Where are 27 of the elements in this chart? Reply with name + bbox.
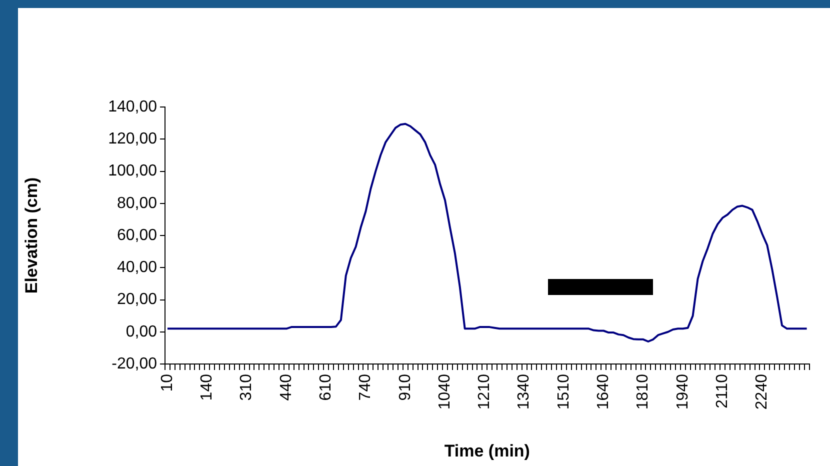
y-tick-label: 20,00 — [116, 291, 158, 308]
y-tick-label: 80,00 — [116, 194, 158, 212]
x-tick-label: 2240 — [754, 374, 771, 410]
x-tick-label: 1810 — [634, 374, 652, 410]
x-tick-label: 10 — [158, 374, 176, 392]
y-tick-label: -20,00 — [112, 355, 158, 372]
x-tick-label: 910 — [396, 374, 414, 401]
x-tick-label: 140 — [198, 374, 216, 401]
y-tick-label: 140,00 — [108, 98, 158, 116]
x-axis-title: Time (min) — [444, 441, 530, 460]
x-tick-label: 1940 — [674, 374, 692, 410]
x-tick-label: 1510 — [555, 374, 572, 410]
x-tick-label: 310 — [238, 374, 256, 401]
x-tick-label: 2110 — [714, 374, 731, 408]
y-tick-label: 120,00 — [108, 130, 158, 148]
y-tick-label: 0,00 — [126, 323, 158, 340]
x-tick-label: 610 — [317, 374, 334, 401]
x-tick-label: 1040 — [436, 374, 454, 410]
x-tick-label: 1340 — [516, 374, 533, 410]
x-tick-label: 1210 — [476, 374, 494, 410]
y-tick-label: 100,00 — [108, 162, 158, 180]
x-tick-label: 440 — [278, 374, 295, 401]
y-tick-label: 40,00 — [116, 259, 158, 276]
x-tick-label: 740 — [357, 374, 374, 401]
y-axis-title: Elevation (cm) — [22, 177, 41, 294]
x-tick-label: 1640 — [595, 374, 612, 410]
y-tick-label: 60,00 — [116, 226, 158, 244]
